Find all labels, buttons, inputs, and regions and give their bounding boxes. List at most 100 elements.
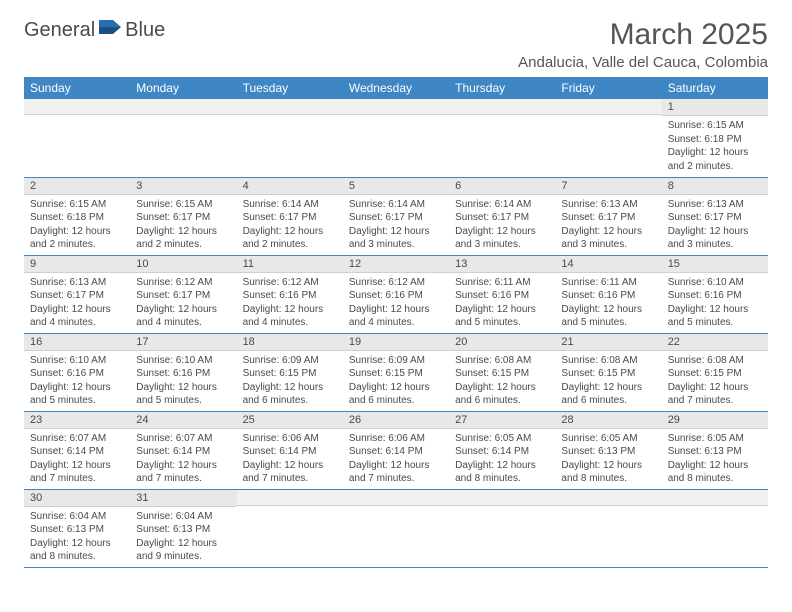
day-line: Sunrise: 6:10 AM bbox=[30, 354, 124, 368]
day-line: Sunrise: 6:12 AM bbox=[243, 276, 337, 290]
day-line: Sunrise: 6:06 AM bbox=[349, 432, 443, 446]
day-number bbox=[449, 99, 555, 115]
calendar-day: 20Sunrise: 6:08 AMSunset: 6:15 PMDayligh… bbox=[449, 333, 555, 411]
day-line: Sunset: 6:17 PM bbox=[349, 211, 443, 225]
day-line: Sunrise: 6:10 AM bbox=[668, 276, 762, 290]
day-number: 16 bbox=[24, 334, 130, 351]
day-number bbox=[237, 99, 343, 115]
day-content: Sunrise: 6:14 AMSunset: 6:17 PMDaylight:… bbox=[237, 195, 343, 255]
day-content: Sunrise: 6:12 AMSunset: 6:16 PMDaylight:… bbox=[343, 273, 449, 333]
weekday-header: Sunday bbox=[24, 77, 130, 99]
calendar-day: 14Sunrise: 6:11 AMSunset: 6:16 PMDayligh… bbox=[555, 255, 661, 333]
day-content: Sunrise: 6:15 AMSunset: 6:18 PMDaylight:… bbox=[662, 116, 768, 176]
day-number: 8 bbox=[662, 178, 768, 195]
calendar-day-empty bbox=[555, 99, 661, 177]
day-line: Daylight: 12 hours and 7 minutes. bbox=[136, 459, 230, 486]
day-content: Sunrise: 6:14 AMSunset: 6:17 PMDaylight:… bbox=[449, 195, 555, 255]
calendar-day: 6Sunrise: 6:14 AMSunset: 6:17 PMDaylight… bbox=[449, 177, 555, 255]
day-line: Daylight: 12 hours and 2 minutes. bbox=[668, 146, 762, 173]
day-line: Sunset: 6:16 PM bbox=[349, 289, 443, 303]
calendar-day: 19Sunrise: 6:09 AMSunset: 6:15 PMDayligh… bbox=[343, 333, 449, 411]
calendar-day: 21Sunrise: 6:08 AMSunset: 6:15 PMDayligh… bbox=[555, 333, 661, 411]
calendar-day: 13Sunrise: 6:11 AMSunset: 6:16 PMDayligh… bbox=[449, 255, 555, 333]
day-line: Daylight: 12 hours and 8 minutes. bbox=[455, 459, 549, 486]
day-content: Sunrise: 6:06 AMSunset: 6:14 PMDaylight:… bbox=[343, 429, 449, 489]
day-line: Daylight: 12 hours and 7 minutes. bbox=[30, 459, 124, 486]
day-line: Sunset: 6:13 PM bbox=[30, 523, 124, 537]
calendar-day: 4Sunrise: 6:14 AMSunset: 6:17 PMDaylight… bbox=[237, 177, 343, 255]
day-line: Sunrise: 6:06 AM bbox=[243, 432, 337, 446]
calendar-week: 30Sunrise: 6:04 AMSunset: 6:13 PMDayligh… bbox=[24, 489, 768, 567]
day-line: Sunrise: 6:09 AM bbox=[349, 354, 443, 368]
day-line: Sunset: 6:18 PM bbox=[668, 133, 762, 147]
calendar-day: 10Sunrise: 6:12 AMSunset: 6:17 PMDayligh… bbox=[130, 255, 236, 333]
day-content: Sunrise: 6:12 AMSunset: 6:16 PMDaylight:… bbox=[237, 273, 343, 333]
weekday-row: SundayMondayTuesdayWednesdayThursdayFrid… bbox=[24, 77, 768, 99]
calendar-day-empty bbox=[343, 99, 449, 177]
day-content: Sunrise: 6:13 AMSunset: 6:17 PMDaylight:… bbox=[555, 195, 661, 255]
day-line: Daylight: 12 hours and 6 minutes. bbox=[349, 381, 443, 408]
day-line: Sunset: 6:17 PM bbox=[136, 289, 230, 303]
calendar-day-empty bbox=[237, 489, 343, 567]
day-number bbox=[449, 490, 555, 506]
calendar-day: 18Sunrise: 6:09 AMSunset: 6:15 PMDayligh… bbox=[237, 333, 343, 411]
day-content: Sunrise: 6:13 AMSunset: 6:17 PMDaylight:… bbox=[24, 273, 130, 333]
calendar-day-empty bbox=[449, 99, 555, 177]
day-line: Sunset: 6:15 PM bbox=[243, 367, 337, 381]
calendar-day: 1Sunrise: 6:15 AMSunset: 6:18 PMDaylight… bbox=[662, 99, 768, 177]
day-line: Sunrise: 6:12 AM bbox=[136, 276, 230, 290]
day-line: Sunrise: 6:13 AM bbox=[668, 198, 762, 212]
calendar-day-empty bbox=[237, 99, 343, 177]
day-line: Sunrise: 6:08 AM bbox=[561, 354, 655, 368]
day-content: Sunrise: 6:09 AMSunset: 6:15 PMDaylight:… bbox=[237, 351, 343, 411]
day-line: Daylight: 12 hours and 8 minutes. bbox=[668, 459, 762, 486]
day-line: Sunrise: 6:14 AM bbox=[349, 198, 443, 212]
day-line: Daylight: 12 hours and 2 minutes. bbox=[30, 225, 124, 252]
calendar-day: 25Sunrise: 6:06 AMSunset: 6:14 PMDayligh… bbox=[237, 411, 343, 489]
day-line: Sunrise: 6:08 AM bbox=[455, 354, 549, 368]
weekday-header: Wednesday bbox=[343, 77, 449, 99]
day-content: Sunrise: 6:05 AMSunset: 6:13 PMDaylight:… bbox=[662, 429, 768, 489]
day-content: Sunrise: 6:07 AMSunset: 6:14 PMDaylight:… bbox=[24, 429, 130, 489]
day-content: Sunrise: 6:11 AMSunset: 6:16 PMDaylight:… bbox=[449, 273, 555, 333]
day-number bbox=[130, 99, 236, 115]
day-content: Sunrise: 6:08 AMSunset: 6:15 PMDaylight:… bbox=[555, 351, 661, 411]
day-line: Sunset: 6:18 PM bbox=[30, 211, 124, 225]
day-line: Daylight: 12 hours and 9 minutes. bbox=[136, 537, 230, 564]
day-line: Daylight: 12 hours and 2 minutes. bbox=[243, 225, 337, 252]
day-line: Daylight: 12 hours and 5 minutes. bbox=[136, 381, 230, 408]
day-content: Sunrise: 6:11 AMSunset: 6:16 PMDaylight:… bbox=[555, 273, 661, 333]
day-line: Sunset: 6:14 PM bbox=[243, 445, 337, 459]
calendar-day-empty bbox=[662, 489, 768, 567]
weekday-header: Monday bbox=[130, 77, 236, 99]
calendar-week: 2Sunrise: 6:15 AMSunset: 6:18 PMDaylight… bbox=[24, 177, 768, 255]
day-line: Sunset: 6:17 PM bbox=[243, 211, 337, 225]
day-content: Sunrise: 6:15 AMSunset: 6:17 PMDaylight:… bbox=[130, 195, 236, 255]
day-line: Sunrise: 6:10 AM bbox=[136, 354, 230, 368]
day-line: Sunrise: 6:11 AM bbox=[561, 276, 655, 290]
calendar-day: 15Sunrise: 6:10 AMSunset: 6:16 PMDayligh… bbox=[662, 255, 768, 333]
calendar-day: 7Sunrise: 6:13 AMSunset: 6:17 PMDaylight… bbox=[555, 177, 661, 255]
calendar-day: 31Sunrise: 6:04 AMSunset: 6:13 PMDayligh… bbox=[130, 489, 236, 567]
calendar-day: 3Sunrise: 6:15 AMSunset: 6:17 PMDaylight… bbox=[130, 177, 236, 255]
weekday-header: Friday bbox=[555, 77, 661, 99]
calendar-day: 5Sunrise: 6:14 AMSunset: 6:17 PMDaylight… bbox=[343, 177, 449, 255]
day-line: Sunrise: 6:14 AM bbox=[243, 198, 337, 212]
calendar-day: 22Sunrise: 6:08 AMSunset: 6:15 PMDayligh… bbox=[662, 333, 768, 411]
day-number: 13 bbox=[449, 256, 555, 273]
day-content: Sunrise: 6:14 AMSunset: 6:17 PMDaylight:… bbox=[343, 195, 449, 255]
day-line: Sunset: 6:16 PM bbox=[455, 289, 549, 303]
day-content: Sunrise: 6:05 AMSunset: 6:14 PMDaylight:… bbox=[449, 429, 555, 489]
day-line: Sunset: 6:17 PM bbox=[455, 211, 549, 225]
day-number: 2 bbox=[24, 178, 130, 195]
day-line: Sunrise: 6:15 AM bbox=[136, 198, 230, 212]
day-line: Daylight: 12 hours and 3 minutes. bbox=[668, 225, 762, 252]
day-number: 1 bbox=[662, 99, 768, 116]
calendar-day: 8Sunrise: 6:13 AMSunset: 6:17 PMDaylight… bbox=[662, 177, 768, 255]
day-line: Sunset: 6:15 PM bbox=[455, 367, 549, 381]
day-line: Sunrise: 6:05 AM bbox=[455, 432, 549, 446]
day-number bbox=[24, 99, 130, 115]
day-number: 20 bbox=[449, 334, 555, 351]
day-line: Daylight: 12 hours and 4 minutes. bbox=[136, 303, 230, 330]
day-line: Daylight: 12 hours and 4 minutes. bbox=[30, 303, 124, 330]
